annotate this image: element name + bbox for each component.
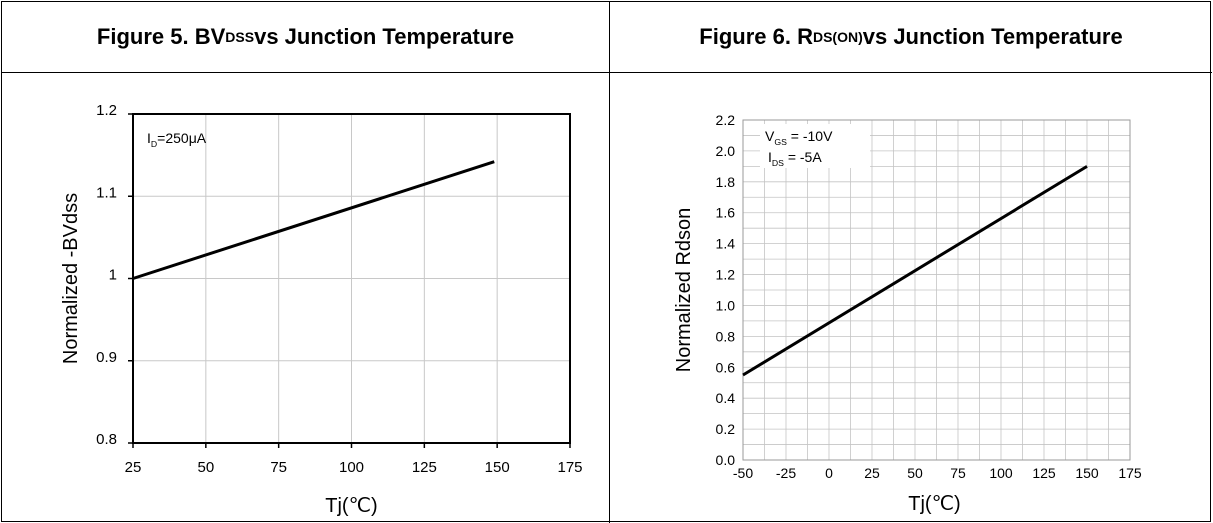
- x-tick-label: 175: [1118, 465, 1142, 481]
- ids-annotation: IDS = -5A: [768, 149, 822, 168]
- x-tick-label: 75: [950, 465, 966, 481]
- x-tick-label: 25: [125, 459, 142, 476]
- y-tick-label: 0.4: [716, 390, 736, 406]
- id-annotation: ID=250μA: [147, 130, 207, 149]
- vgs-annotation-rest: = -10V: [787, 128, 833, 144]
- x-tick-label: 75: [270, 459, 287, 476]
- y-tick-label: 2.0: [716, 143, 736, 159]
- legend-box: [760, 124, 870, 168]
- y-tick-label: 1: [109, 267, 117, 284]
- id-annotation-rest: =250μA: [157, 130, 207, 146]
- bvdss-series-line: [132, 160, 495, 280]
- vgs-annotation-main: V: [765, 128, 775, 144]
- x-tick-label: 150: [1075, 465, 1099, 481]
- x-tick-label: 50: [907, 465, 923, 481]
- x-tick-label: 100: [989, 465, 1013, 481]
- x-tick-label: 125: [412, 459, 437, 476]
- x-axis-label: Tj(℃): [325, 495, 377, 517]
- bvdss-chart: 25 50 75 100 125 150 175 0.8 0.9 1 1.1 1.2 Tj(℃) Norm…: [60, 102, 583, 517]
- figure-5-title-sub: DSS: [225, 29, 255, 45]
- ids-annotation-sub: DS: [772, 158, 784, 168]
- figure-6-title-main: Figure 6. R: [699, 24, 813, 49]
- ids-annotation-main: I: [768, 149, 772, 165]
- y-axis-label: Normalized Rdson: [673, 208, 695, 373]
- vgs-annotation: VGS = -10V: [765, 128, 833, 147]
- y-axis-label: Normalized -BVdss: [60, 193, 82, 364]
- id-annotation-sub: D: [151, 139, 157, 149]
- y-tick-label: 1.2: [716, 267, 736, 283]
- y-tick-label: 2.2: [716, 112, 736, 128]
- y-tick-label: 1.0: [716, 297, 736, 313]
- y-tick-label: 1.2: [96, 102, 117, 119]
- figure-5-title-main: Figure 5. BV: [96, 24, 226, 49]
- figure-5-title: Figure 5. BV DSS vs Junction Temperature: [2, 2, 609, 72]
- y-tick-label: 1.8: [716, 174, 736, 190]
- y-tick-label: 0.8: [716, 328, 736, 344]
- x-tick-label: 0: [825, 465, 833, 481]
- figure-6-title: Figure 6. R DS(ON) vs Junction Temperatur…: [610, 2, 1212, 72]
- x-tick-label: 125: [1032, 465, 1056, 481]
- y-tick-label: 1.1: [96, 184, 117, 201]
- x-tick-label: 100: [339, 459, 364, 476]
- x-axis-label: Tj(℃): [908, 493, 960, 515]
- id-annotation-main: I: [147, 130, 151, 146]
- header-divider: [2, 72, 1212, 73]
- ids-annotation-rest: = -5A: [784, 149, 822, 165]
- y-tick-label: 0.8: [96, 431, 117, 448]
- x-tick-label: -25: [776, 465, 796, 481]
- vgs-annotation-sub: GS: [774, 137, 787, 147]
- y-tick-label: 1.6: [716, 205, 736, 221]
- figure-6-title-rest: vs Junction Temperature: [862, 24, 1123, 49]
- x-tick-label: 175: [557, 459, 582, 476]
- x-tick-label: 25: [864, 465, 880, 481]
- rdson-series-line: [742, 165, 1088, 377]
- y-tick-label: 1.4: [716, 236, 736, 252]
- y-tick-label: 0.6: [716, 359, 736, 375]
- y-tick-label: 0.9: [96, 349, 117, 366]
- figure-6-title-sub: DS(ON): [812, 29, 863, 45]
- x-tick-label: 50: [197, 459, 214, 476]
- x-tick-label: 150: [485, 459, 510, 476]
- plot-area: [742, 119, 1131, 461]
- y-tick-label: 0.0: [716, 452, 736, 468]
- column-divider: [609, 2, 610, 523]
- x-tick-label: -50: [733, 465, 753, 481]
- y-tick-label: 0.2: [716, 421, 736, 437]
- figure-5-title-rest: vs Junction Temperature: [254, 24, 515, 49]
